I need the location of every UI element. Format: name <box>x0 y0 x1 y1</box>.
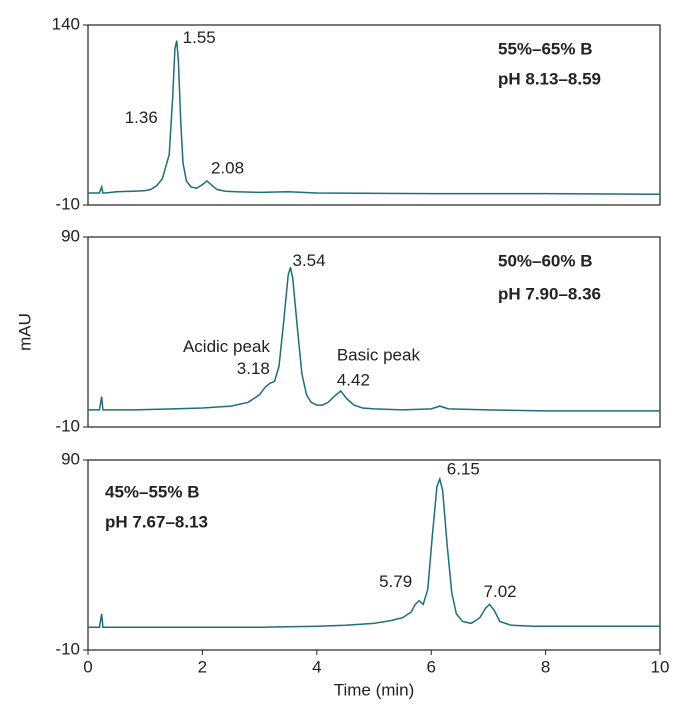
peak-label: 5.79 <box>379 572 412 591</box>
x-tick-label: 2 <box>198 657 207 676</box>
x-tick-label: 10 <box>651 657 670 676</box>
condition-note: 50%–60% B <box>498 251 593 270</box>
x-tick-label: 6 <box>426 657 435 676</box>
x-tick-label: 4 <box>312 657 321 676</box>
y-tick-label: -10 <box>55 416 80 435</box>
x-tick-label: 0 <box>83 657 92 676</box>
peak-label: 2.08 <box>211 158 244 177</box>
plot-frame <box>87 459 661 651</box>
trace <box>88 40 661 195</box>
trace <box>88 476 660 628</box>
condition-note: pH 7.67–8.13 <box>105 512 208 531</box>
plot-frame <box>87 236 661 428</box>
condition-note: 55%–65% B <box>498 39 593 58</box>
condition-note: 45%–55% B <box>105 482 200 501</box>
peak-label: 3.54 <box>292 251 325 270</box>
peak-label: 1.55 <box>183 28 216 47</box>
peak-label: 3.18 <box>237 359 270 378</box>
condition-note: pH 8.13–8.59 <box>498 69 601 88</box>
peak-label: 4.42 <box>337 370 370 389</box>
y-tick-label: 90 <box>61 449 80 468</box>
trace <box>88 267 660 412</box>
peak-name: Basic peak <box>337 345 421 364</box>
y-tick-label: -10 <box>55 639 80 658</box>
plot-frame <box>87 24 661 206</box>
x-axis-label: Time (min) <box>334 680 415 699</box>
condition-note: pH 7.90–8.36 <box>498 284 601 303</box>
peak-label: 6.15 <box>447 459 480 478</box>
peak-label: 1.36 <box>125 108 158 127</box>
peak-label: 7.02 <box>484 582 517 601</box>
peak-name: Acidic peak <box>183 337 270 356</box>
x-tick-label: 8 <box>541 657 550 676</box>
y-axis-label: mAU <box>15 313 34 351</box>
y-tick-label: 90 <box>61 226 80 245</box>
y-tick-label: 140 <box>52 14 80 33</box>
y-tick-label: -10 <box>55 194 80 213</box>
